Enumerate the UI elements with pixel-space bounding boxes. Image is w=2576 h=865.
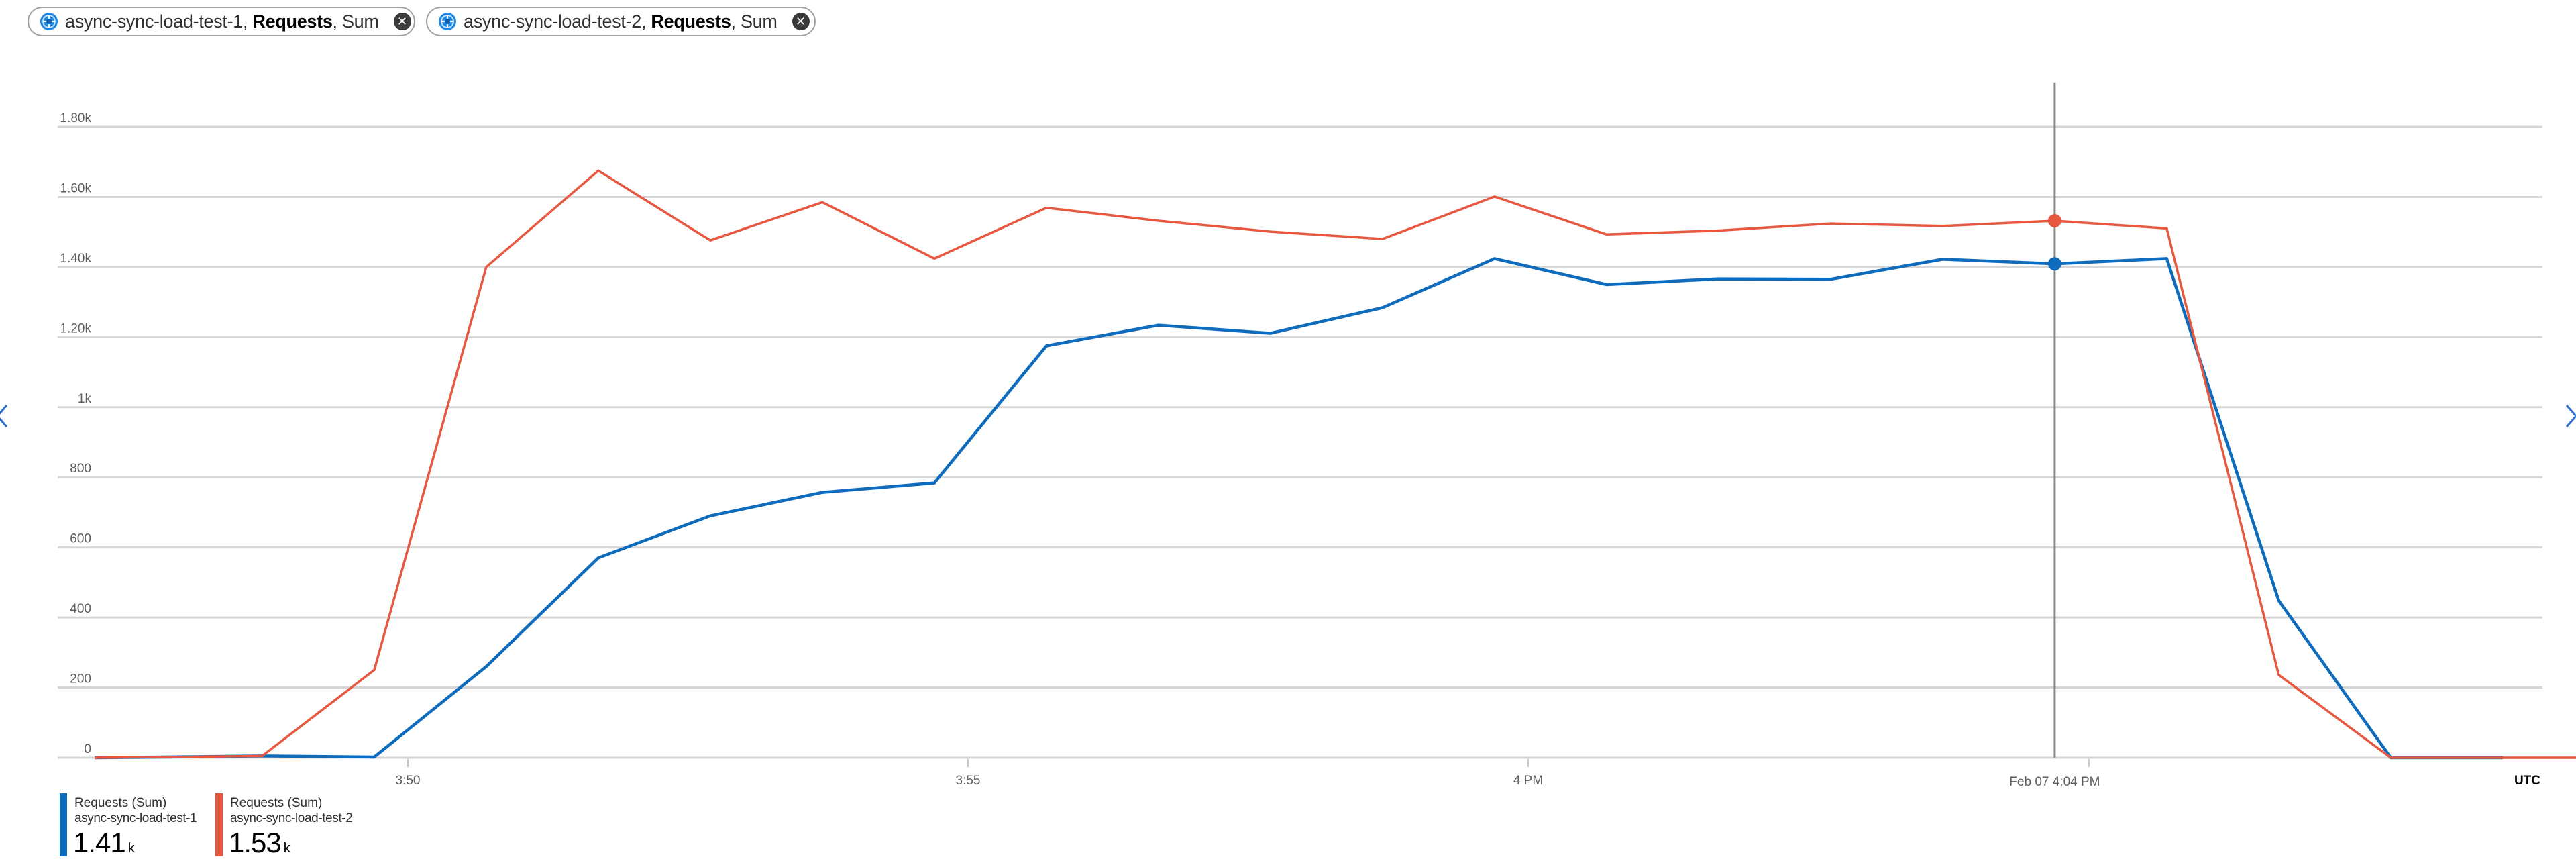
cursor-dot-2: [2047, 213, 2061, 227]
close-circle-icon[interactable]: ✕: [393, 13, 411, 30]
chevron-right-icon[interactable]: [2564, 403, 2576, 434]
cursor-time-label: Feb 07 4:04 PM: [2009, 775, 2100, 789]
x-axis: 3:50 3:55 4 PM: [396, 759, 1543, 788]
y-tick-label: 200: [70, 672, 91, 686]
legend-color-swatch: [60, 793, 67, 856]
chevron-left-icon[interactable]: [0, 403, 9, 434]
legend-metric-label: Requests (Sum): [230, 796, 323, 810]
y-tick-label: 800: [70, 462, 91, 476]
app-service-icon: [439, 13, 456, 30]
metric-chip-label: async-sync-load-test-2, Requests, Sum: [464, 11, 777, 32]
y-tick-label: 1.80k: [60, 111, 92, 125]
y-tick-label: 0: [84, 742, 91, 756]
y-axis: 0 200 400 600 800 1k 1.20k 1.40k 1.60k 1.80k: [60, 111, 92, 756]
cursor-dot-1: [2047, 257, 2061, 271]
legend-resource-label: async-sync-load-test-1: [74, 811, 197, 825]
cursor-dots: [2047, 213, 2061, 271]
x-tick-label: 4 PM: [1513, 774, 1543, 788]
y-tick-label: 400: [70, 602, 91, 616]
y-tick-label: 1.40k: [60, 252, 92, 266]
legend-value: 1.41 k: [73, 827, 135, 858]
x-tick-label: 3:50: [396, 774, 421, 788]
metric-chip-2[interactable]: async-sync-load-test-2, Requests, Sum ✕: [426, 7, 816, 36]
legend-value: 1.53 k: [229, 827, 290, 858]
x-tick-label: 3:55: [956, 774, 981, 788]
y-tick-label: 600: [70, 532, 91, 546]
metric-chip-label: async-sync-load-test-1, Requests, Sum: [65, 11, 379, 32]
close-circle-icon[interactable]: ✕: [792, 13, 810, 30]
y-tick-label: 1k: [78, 392, 92, 406]
y-tick-label: 1.60k: [60, 181, 92, 195]
gridlines: [58, 125, 2542, 759]
metric-chip-1[interactable]: async-sync-load-test-1, Requests, Sum ✕: [28, 7, 415, 36]
series-line-1[interactable]: [94, 257, 2503, 760]
y-tick-label: 1.20k: [60, 321, 92, 336]
legend-resource-label: async-sync-load-test-2: [230, 811, 353, 825]
timezone-label: UTC: [2514, 774, 2540, 788]
series-line-2[interactable]: [94, 169, 2576, 759]
legend-color-swatch: [215, 793, 223, 856]
app-service-icon: [40, 13, 58, 30]
legend-metric-label: Requests (Sum): [74, 796, 167, 810]
series-lines: [94, 169, 2576, 760]
